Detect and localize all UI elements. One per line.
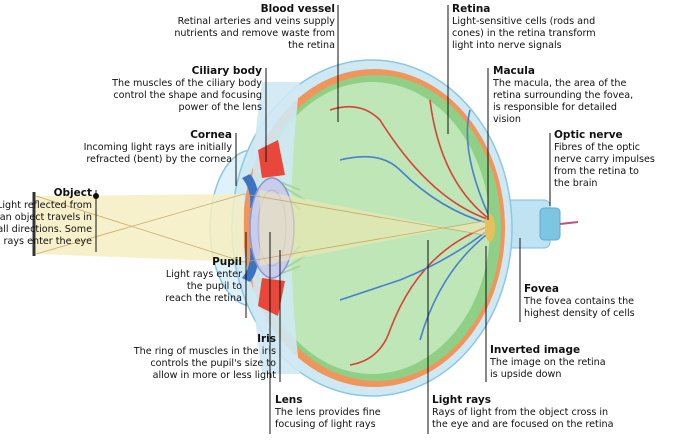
label-description: The lens provides fine xyxy=(274,407,381,418)
label-description: the eye and are focused on the retina xyxy=(432,419,613,430)
label-description: Fibres of the optic xyxy=(554,142,640,153)
label-description: power of the lens xyxy=(179,102,262,113)
label-description: Rays of light from the object cross in xyxy=(432,407,608,418)
label-description: highest density of cells xyxy=(524,308,635,319)
label-title: Cornea xyxy=(190,129,232,141)
label-description: is responsible for detailed xyxy=(493,102,617,113)
optic-nerve-end xyxy=(540,208,560,240)
label-title: Pupil xyxy=(212,256,242,268)
label-title: Retina xyxy=(452,3,490,15)
label-description: is upside down xyxy=(490,369,561,380)
label-description: Retinal arteries and veins supply xyxy=(178,16,336,27)
label-description: light into nerve signals xyxy=(452,40,562,51)
label-title: Blood vessel xyxy=(261,3,335,15)
label-description: cones) in the retina transform xyxy=(452,28,596,39)
label-description: The image on the retina xyxy=(489,357,606,368)
label-description: reach the retina xyxy=(165,293,242,304)
label-description: all directions. Some xyxy=(0,224,92,235)
label-description: refracted (bent) by the cornea xyxy=(86,154,232,165)
label-description: The fovea contains the xyxy=(523,296,634,307)
label-description: The ring of muscles in the iris xyxy=(133,346,276,357)
leader-dot xyxy=(93,193,99,199)
label-description: The muscles of the ciliary body xyxy=(111,78,262,89)
label-description: the brain xyxy=(554,178,597,189)
label-description: control the shape and focusing xyxy=(113,90,262,101)
label-title: Optic nerve xyxy=(554,129,623,141)
label-title: Object xyxy=(54,187,92,199)
label-title: Lens xyxy=(275,394,303,406)
label-title: Fovea xyxy=(524,283,559,295)
label-description: the retina xyxy=(288,40,335,51)
label-description: an object travels in xyxy=(0,212,92,223)
label-description: vision xyxy=(493,114,521,125)
label-description: Light-sensitive cells (rods and xyxy=(452,16,595,27)
label-description: rays enter the eye xyxy=(4,236,93,247)
label-description: Light rays enter xyxy=(166,269,242,280)
label-description: controls the pupil's size to xyxy=(150,358,276,369)
macula xyxy=(485,214,495,242)
label-title: Macula xyxy=(493,65,535,77)
label-description: nutrients and remove waste from xyxy=(174,28,335,39)
label-description: Incoming light rays are initially xyxy=(84,142,233,153)
label-description: allow in more or less light xyxy=(153,370,277,381)
label-description: Light reflected from xyxy=(0,200,92,211)
label-title: Iris xyxy=(257,333,276,345)
label-description: nerve carry impulses xyxy=(554,154,655,165)
label-title: Inverted image xyxy=(490,344,580,356)
eye-diagram: Blood vesselRetinal arteries and veins s… xyxy=(0,0,676,441)
label-title: Light rays xyxy=(432,394,491,406)
label-description: The macula, the area of the xyxy=(492,78,626,89)
label-description: retina surrounding the fovea, xyxy=(493,90,633,101)
label-description: from the retina to xyxy=(554,166,639,177)
label-description: the pupil to xyxy=(187,281,242,292)
label-description: focusing of light rays xyxy=(275,419,376,430)
label-title: Ciliary body xyxy=(192,65,263,77)
